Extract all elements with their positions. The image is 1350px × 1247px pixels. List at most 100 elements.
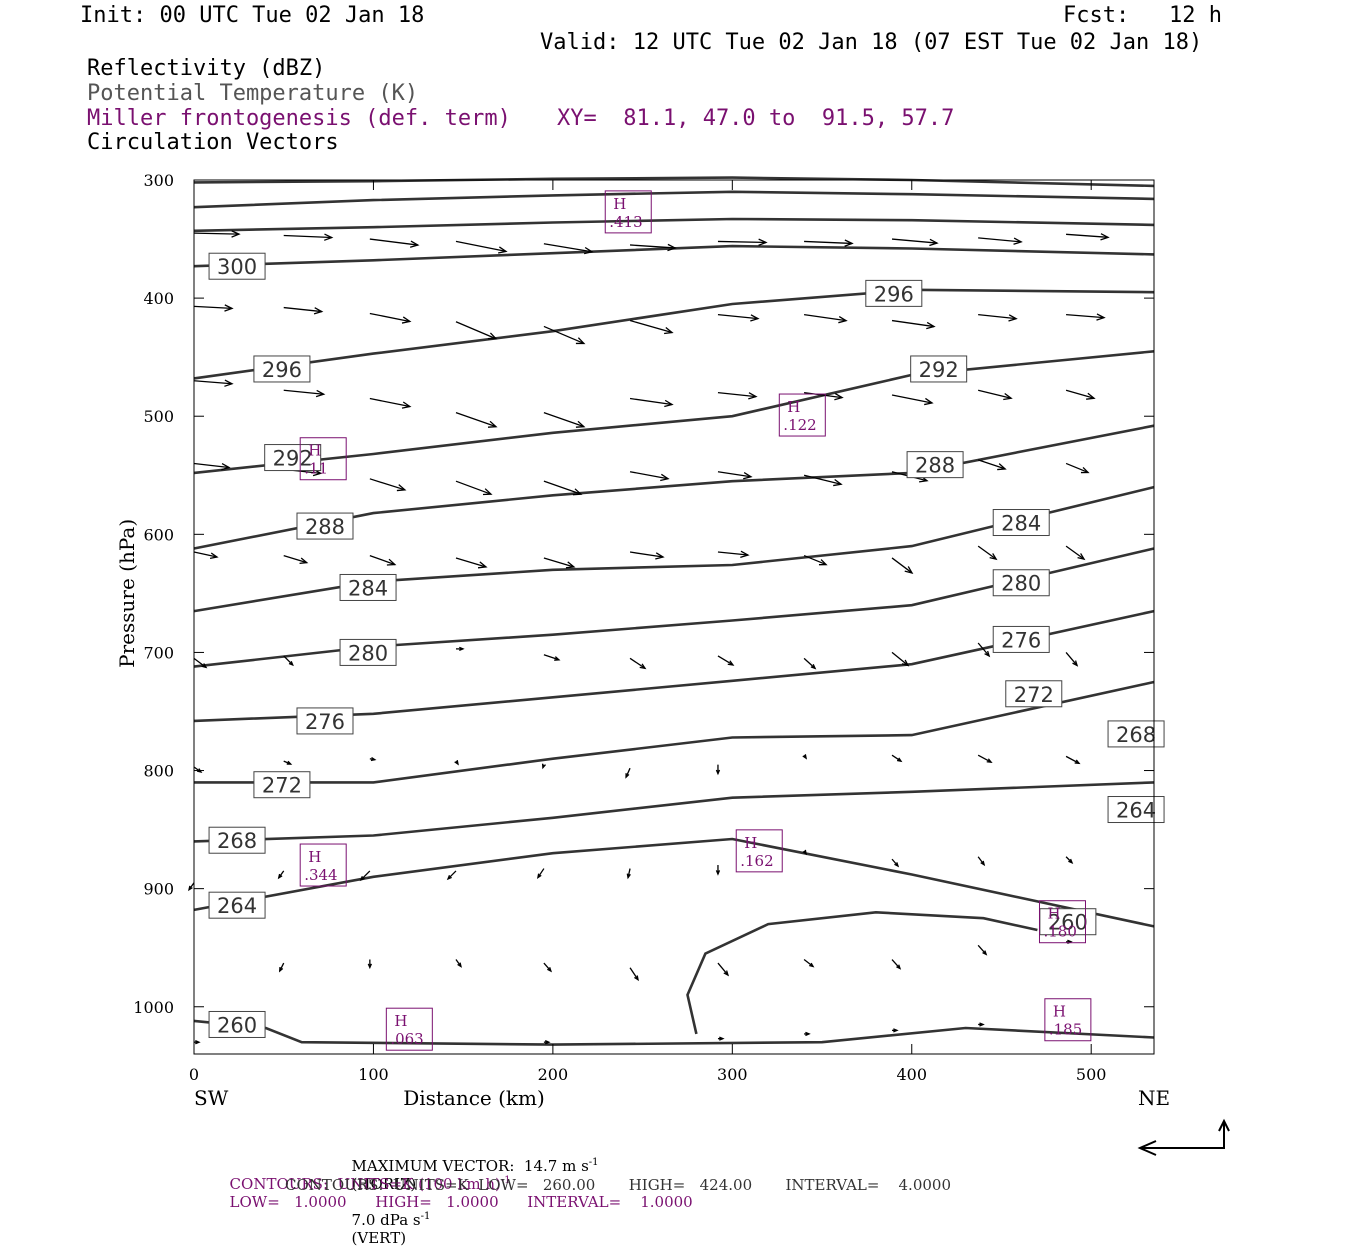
vector-102	[978, 1022, 985, 1027]
vector-22	[193, 379, 234, 387]
theta-label-text: 284	[1001, 512, 1041, 536]
theta-label-0: 300	[208, 252, 266, 280]
vector-100	[804, 1031, 811, 1037]
vector-head	[288, 661, 294, 667]
vector-101	[892, 1028, 899, 1033]
vector-16	[629, 319, 674, 335]
theta-label-text: 284	[348, 576, 388, 600]
vector-9	[978, 237, 1023, 245]
vector-head	[323, 233, 334, 241]
vector-head	[1013, 237, 1023, 245]
vector-head	[626, 873, 631, 880]
vector-head	[221, 462, 231, 471]
vector-head	[929, 238, 939, 247]
vector-shaft	[803, 959, 814, 968]
vector-shaft	[629, 551, 664, 558]
vector-84	[891, 858, 900, 868]
vector-head	[359, 875, 365, 882]
vector-shaft	[717, 655, 734, 666]
vector-head	[401, 316, 412, 324]
vector-91	[629, 967, 639, 982]
vector-54	[1065, 545, 1086, 561]
vector-48	[543, 557, 576, 569]
contours1-sup: -1	[500, 1175, 511, 1186]
vector-head	[984, 650, 991, 658]
vector-68	[454, 760, 459, 766]
vector-shaft	[891, 238, 938, 244]
theta-label-3: 292	[910, 355, 968, 383]
vector-57	[455, 646, 465, 652]
vector-93	[803, 959, 815, 968]
vector-head	[231, 230, 241, 238]
vector-shaft	[977, 754, 992, 763]
vector-90	[543, 962, 553, 973]
vector-head	[536, 873, 542, 879]
theta-label-18: 264	[1107, 796, 1165, 824]
vector-13	[369, 312, 412, 324]
theta-label-9: 280	[339, 638, 397, 666]
contours1-range: LOW= 1.0000 HIGH= 1.0000 INTERVAL= 1.000…	[229, 1193, 693, 1211]
vector-shaft	[369, 238, 418, 246]
theta-label-box	[253, 771, 311, 799]
vector-head	[277, 873, 283, 880]
vector-69	[541, 763, 547, 770]
vector-head	[1074, 759, 1081, 765]
vector-85	[977, 856, 986, 867]
theta-label-text: 288	[305, 515, 345, 539]
vector-head	[667, 243, 677, 252]
vector-shaft	[629, 244, 676, 249]
theta-label-12: 276	[992, 625, 1050, 653]
vector-head	[224, 304, 234, 312]
vector-45	[283, 554, 309, 564]
vector-shaft	[455, 321, 497, 340]
cross-section-endpoints: XY= 81.1, 47.0 to 91.5, 57.7	[557, 106, 955, 131]
vector-7	[804, 239, 854, 247]
theta-label-15: 268	[208, 826, 266, 854]
x-tick-label-100: 100	[358, 1065, 389, 1084]
vector-shaft	[455, 412, 497, 428]
theta-contour-268-11	[193, 781, 1155, 843]
vector-37	[543, 480, 583, 496]
theta-label-text: 300	[217, 255, 257, 279]
theta-contour-264-12	[193, 837, 1155, 928]
theta-label-text: 292	[919, 358, 959, 382]
vector-shaft	[1066, 233, 1109, 238]
theta-label-4: 292	[264, 444, 322, 472]
vector-74	[977, 754, 993, 763]
vector-head	[1100, 233, 1110, 241]
theta-label-text: 272	[1014, 683, 1054, 707]
vector-shaft	[543, 557, 575, 568]
vector-shaft	[891, 557, 913, 574]
vector-78	[359, 870, 371, 882]
y-tick-label-400: 400	[143, 289, 174, 308]
vector-head	[660, 473, 670, 482]
vector-11	[193, 304, 234, 312]
vector-head	[896, 964, 902, 970]
theta-label-text: 264	[1116, 799, 1156, 823]
vector-shaft	[543, 325, 585, 345]
theta-contour-260-14	[193, 1019, 1155, 1046]
vector-shaft	[283, 655, 294, 666]
vector-shaft	[543, 962, 552, 972]
vector-shaft	[360, 870, 371, 881]
theta-label-6: 288	[906, 451, 964, 479]
vector-36	[455, 480, 493, 496]
field-theta: Potential Temperature (K)	[87, 81, 419, 106]
vector-23	[283, 389, 326, 398]
theta-label-text: 280	[1001, 572, 1041, 596]
theta-label-text: 296	[874, 282, 914, 306]
vector-79	[446, 870, 457, 881]
vector-shaft	[455, 480, 492, 495]
frontogenesis-max-4: H.162	[735, 829, 783, 873]
vector-shaft	[283, 389, 324, 395]
vector-6	[717, 238, 768, 246]
theta-label-box	[906, 451, 964, 479]
x-tick-label-300: 300	[717, 1065, 748, 1084]
vector-shaft	[977, 944, 987, 955]
frontogenesis-h: H	[308, 442, 321, 460]
vector-shaft	[891, 319, 935, 328]
theta-label-text: 268	[1116, 723, 1156, 747]
circulation-vectors	[188, 230, 1110, 1045]
vector-shaft	[369, 397, 410, 408]
